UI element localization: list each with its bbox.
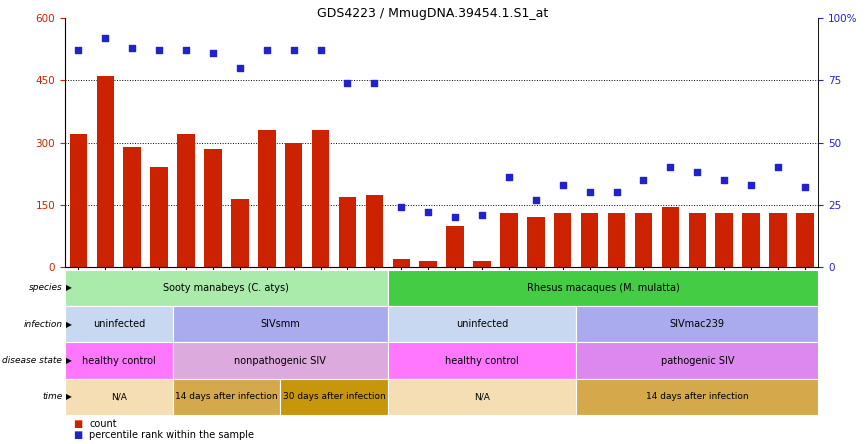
Bar <box>365 194 383 267</box>
Point <box>206 49 220 56</box>
Point <box>744 182 758 189</box>
Bar <box>69 134 87 267</box>
Point <box>152 47 166 54</box>
Text: percentile rank within the sample: percentile rank within the sample <box>89 430 255 440</box>
Text: ▶: ▶ <box>66 392 72 401</box>
Point <box>179 47 193 54</box>
Text: nonpathogenic SIV: nonpathogenic SIV <box>235 356 326 365</box>
Bar <box>527 218 545 267</box>
Text: disease state: disease state <box>3 356 62 365</box>
Bar <box>581 213 598 267</box>
Text: ■: ■ <box>74 420 83 429</box>
Bar <box>501 213 518 267</box>
Point <box>233 64 247 71</box>
Point <box>556 182 570 189</box>
Text: Rhesus macaques (M. mulatta): Rhesus macaques (M. mulatta) <box>527 283 680 293</box>
Point <box>72 47 86 54</box>
Bar <box>97 76 114 267</box>
Text: ▶: ▶ <box>66 283 72 292</box>
Bar <box>608 213 625 267</box>
Text: ▶: ▶ <box>66 320 72 329</box>
Point <box>421 209 435 216</box>
Point <box>637 176 650 183</box>
Point <box>717 176 731 183</box>
Point <box>126 44 139 51</box>
Bar <box>392 259 410 267</box>
Point <box>394 204 408 211</box>
Bar <box>554 213 572 267</box>
Text: uninfected: uninfected <box>93 319 145 329</box>
Bar <box>419 261 437 267</box>
Point <box>99 34 113 41</box>
Bar <box>124 147 141 267</box>
Point <box>610 189 624 196</box>
Point <box>690 169 704 176</box>
Text: healthy control: healthy control <box>82 356 156 365</box>
Text: SIVmac239: SIVmac239 <box>669 319 725 329</box>
Bar <box>688 213 706 267</box>
Bar <box>769 213 786 267</box>
Text: uninfected: uninfected <box>456 319 508 329</box>
Bar <box>635 213 652 267</box>
Text: GDS4223 / MmugDNA.39454.1.S1_at: GDS4223 / MmugDNA.39454.1.S1_at <box>317 7 549 20</box>
Text: ■: ■ <box>74 430 83 440</box>
Bar <box>742 213 759 267</box>
Bar <box>715 213 733 267</box>
Text: N/A: N/A <box>474 392 490 401</box>
Point <box>367 79 381 86</box>
Text: infection: infection <box>23 320 62 329</box>
Point <box>583 189 597 196</box>
Point <box>475 211 489 218</box>
Point <box>287 47 301 54</box>
Text: N/A: N/A <box>111 392 126 401</box>
Point <box>771 164 785 171</box>
Point <box>260 47 274 54</box>
Point <box>313 47 327 54</box>
Text: SIVsmm: SIVsmm <box>261 319 301 329</box>
Text: Sooty manabeys (C. atys): Sooty manabeys (C. atys) <box>164 283 289 293</box>
Bar <box>312 130 329 267</box>
Bar <box>474 261 491 267</box>
Bar <box>258 130 275 267</box>
Bar <box>339 197 356 267</box>
Text: species: species <box>29 283 62 292</box>
Bar <box>285 143 302 267</box>
Point <box>798 184 811 191</box>
Bar <box>231 198 249 267</box>
Text: count: count <box>89 420 117 429</box>
Point <box>449 214 462 221</box>
Point <box>529 196 543 203</box>
Text: 14 days after infection: 14 days after infection <box>175 392 278 401</box>
Text: ▶: ▶ <box>66 356 72 365</box>
Point <box>340 79 354 86</box>
Bar <box>204 149 222 267</box>
Bar <box>178 134 195 267</box>
Point <box>663 164 677 171</box>
Bar <box>446 226 464 267</box>
Text: 14 days after infection: 14 days after infection <box>646 392 748 401</box>
Text: healthy control: healthy control <box>445 356 519 365</box>
Bar <box>151 167 168 267</box>
Text: time: time <box>42 392 62 401</box>
Bar <box>662 207 679 267</box>
Text: 30 days after infection: 30 days after infection <box>282 392 385 401</box>
Point <box>502 174 516 181</box>
Bar <box>796 213 814 267</box>
Text: pathogenic SIV: pathogenic SIV <box>661 356 734 365</box>
